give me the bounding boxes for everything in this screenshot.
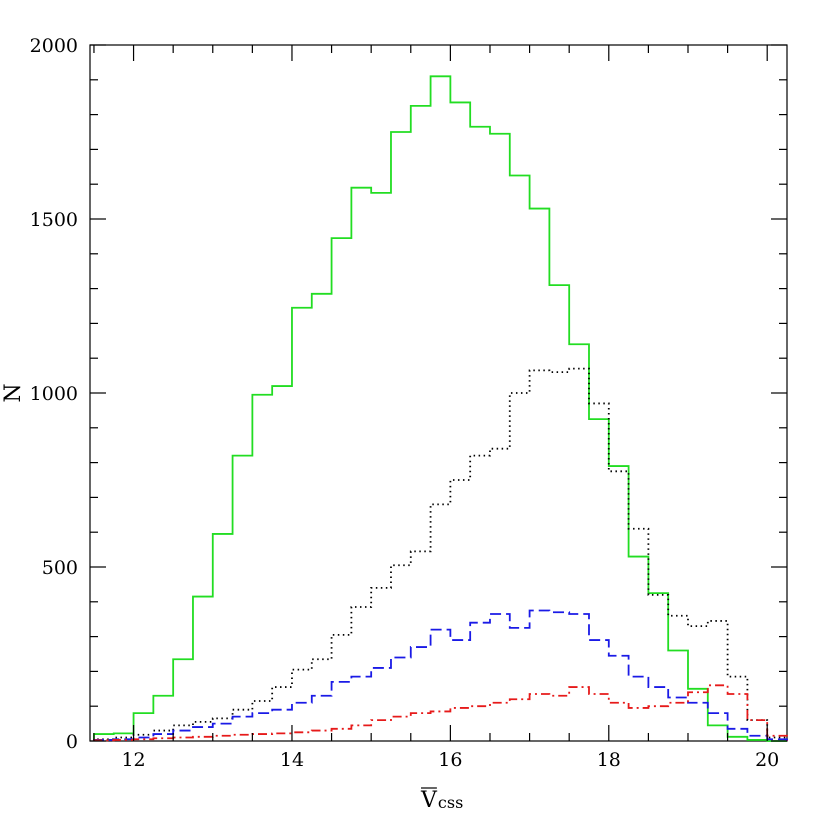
x-axis-label-subscript: css bbox=[438, 793, 463, 812]
y-tick-label: 1000 bbox=[30, 383, 78, 405]
y-tick-label: 0 bbox=[66, 731, 78, 753]
x-tick-label: 12 bbox=[121, 749, 145, 771]
series-line-solid-0 bbox=[93, 75, 787, 742]
y-tick-label: 1500 bbox=[30, 209, 78, 231]
series-line-dashdot-3 bbox=[93, 684, 788, 742]
y-tick-label: 2000 bbox=[30, 35, 78, 57]
x-tick-label: 14 bbox=[280, 749, 304, 771]
plot-frame bbox=[89, 44, 788, 742]
x-tick-label: 20 bbox=[755, 749, 779, 771]
series-line-dashed-2 bbox=[93, 609, 788, 741]
x-axis-label: V css bbox=[420, 787, 463, 813]
x-tick-label: 18 bbox=[597, 749, 621, 771]
x-axis-label-main: V bbox=[420, 788, 438, 813]
y-axis-label: N bbox=[1, 383, 26, 402]
x-tick-label: 16 bbox=[438, 749, 462, 771]
series-line-dotted-1 bbox=[93, 367, 788, 741]
y-tick-label: 500 bbox=[42, 557, 78, 579]
